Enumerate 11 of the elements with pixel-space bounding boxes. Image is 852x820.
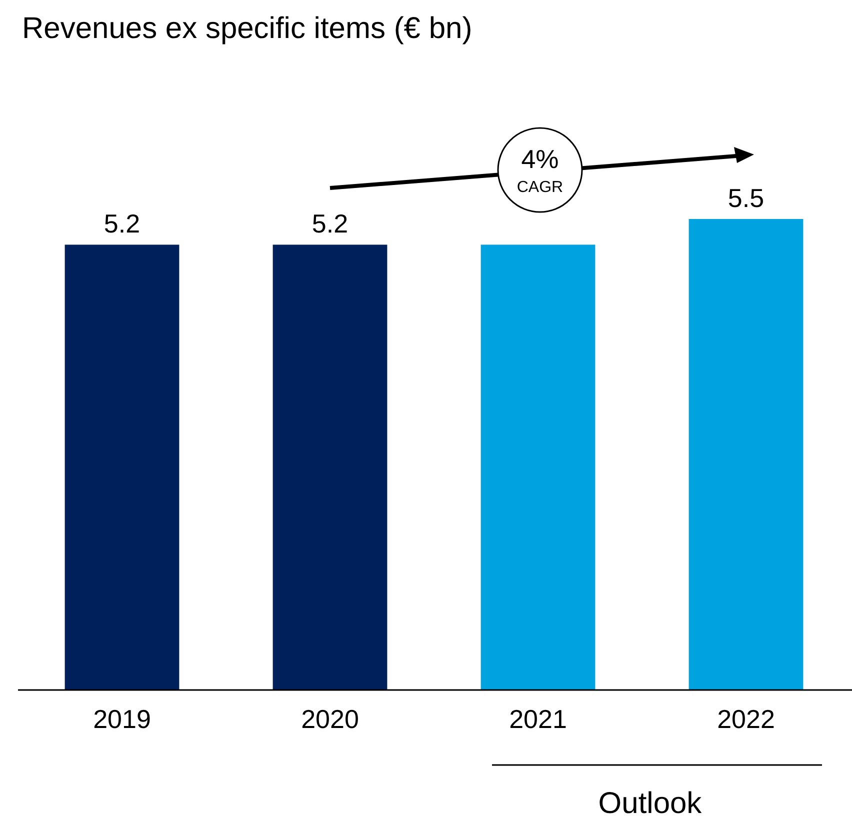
text: 4%: [521, 144, 559, 174]
x-tick-label: 2020: [301, 704, 359, 734]
data-label: 5.2: [104, 208, 140, 239]
x-tick-label: 2021: [509, 704, 567, 734]
x-tick-label: 2019: [93, 704, 151, 734]
x-tick-label: 2022: [717, 704, 775, 734]
text: Outlook: [598, 787, 703, 820]
text: CAGR: [516, 179, 564, 196]
data-label: 5.5: [728, 183, 764, 213]
data-label: 5.2: [312, 208, 348, 239]
chart-title: Revenues ex specific items (€ bn): [22, 12, 472, 45]
